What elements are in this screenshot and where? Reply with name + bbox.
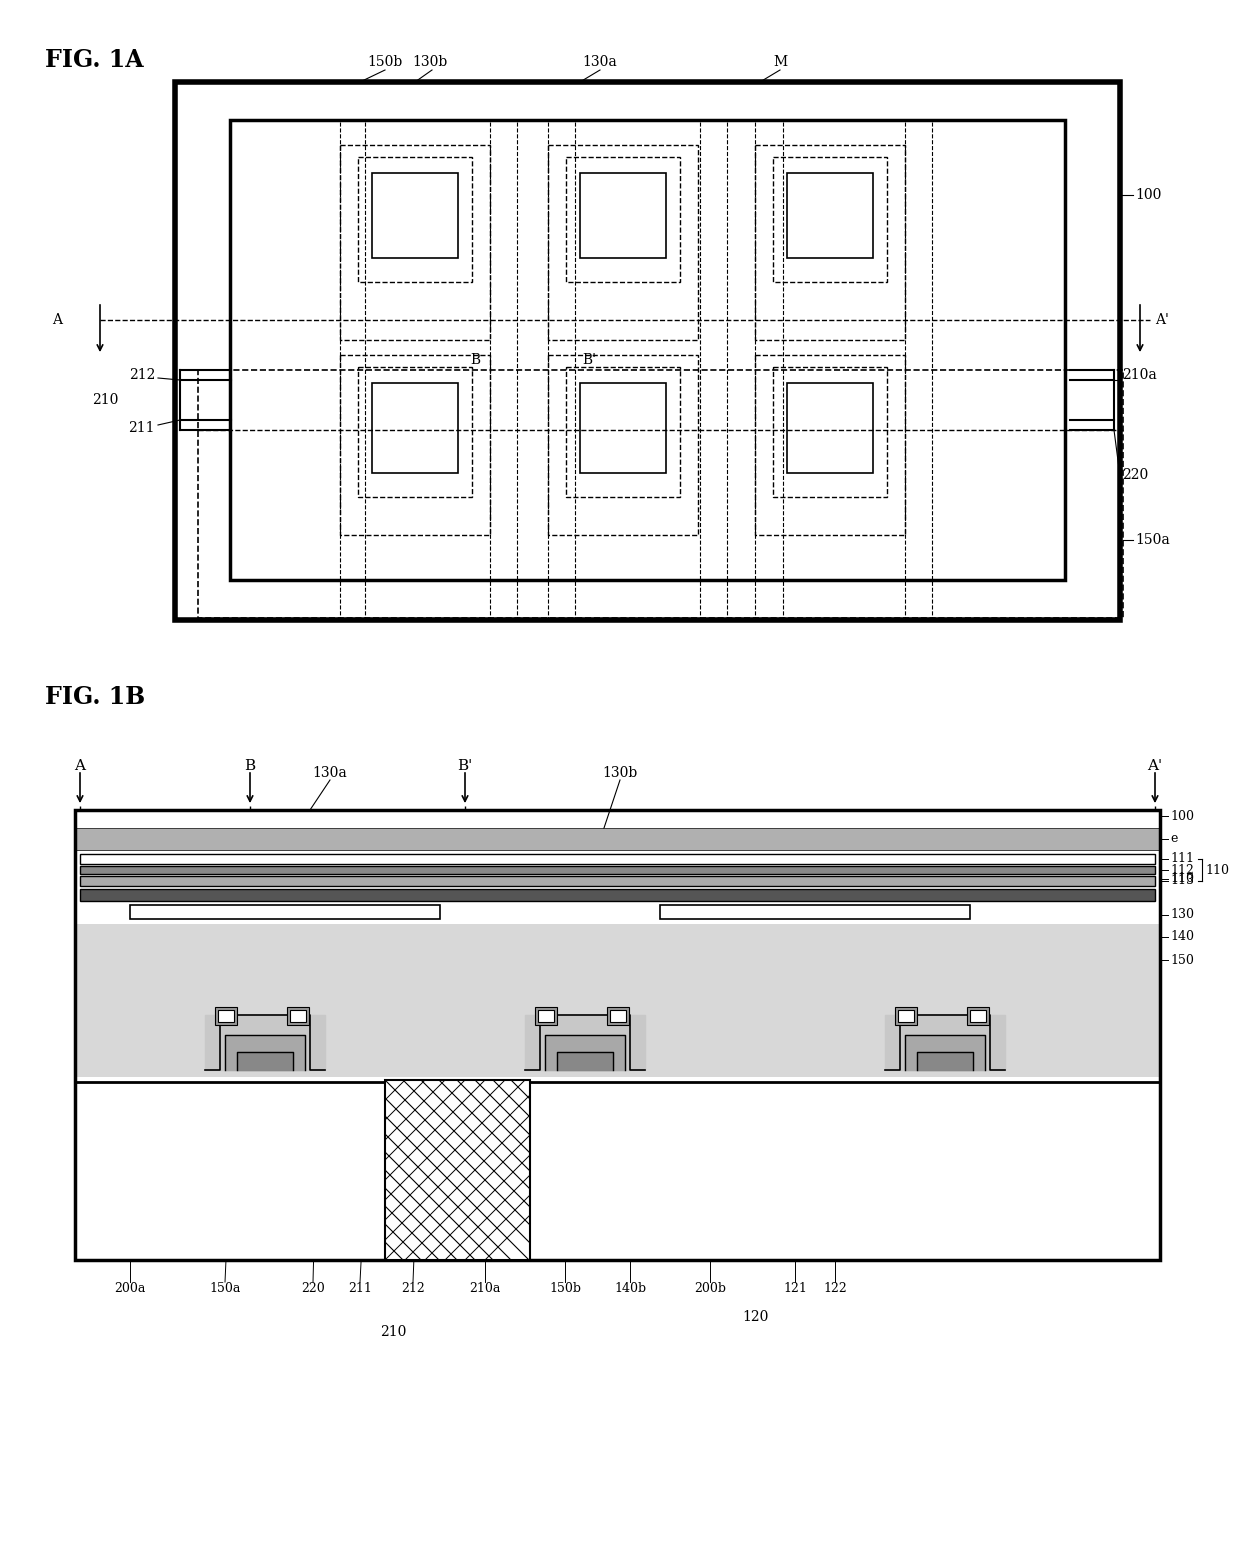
Text: B': B' (582, 354, 596, 367)
Text: 130b: 130b (413, 56, 448, 69)
Bar (773, 157, 887, 283)
Text: 210a: 210a (469, 1282, 501, 1295)
Text: 150b: 150b (549, 1282, 582, 1295)
Text: 113: 113 (1171, 874, 1194, 888)
Bar (610, 1010, 626, 1022)
Text: 210: 210 (379, 1325, 407, 1339)
Text: 110: 110 (1171, 872, 1194, 886)
Text: 220: 220 (301, 1282, 325, 1295)
Text: 130a: 130a (583, 56, 618, 69)
Bar (81, 1087, 305, 1255)
Bar (755, 145, 905, 340)
Text: 210: 210 (92, 394, 118, 408)
Bar (358, 367, 472, 497)
Text: 100: 100 (1171, 809, 1194, 823)
Text: A: A (52, 313, 62, 327)
Bar (358, 157, 472, 283)
Bar (548, 355, 698, 536)
Bar (898, 1010, 914, 1022)
Text: 140: 140 (1171, 931, 1194, 943)
Text: 121: 121 (784, 1282, 807, 1295)
Text: 150a: 150a (1135, 533, 1169, 547)
Bar (548, 145, 698, 340)
Text: 210a: 210a (1122, 367, 1157, 381)
Bar (565, 157, 680, 283)
Bar (755, 355, 905, 536)
Bar (340, 145, 490, 340)
Bar (74, 811, 1159, 1260)
Text: 150b: 150b (367, 56, 403, 69)
Bar (74, 828, 1159, 851)
Bar (286, 1007, 309, 1025)
Bar (218, 1010, 234, 1022)
Text: 211: 211 (348, 1282, 372, 1295)
Text: B': B' (458, 760, 472, 774)
Text: 200b: 200b (694, 1282, 725, 1295)
Bar (580, 383, 666, 472)
Bar (787, 383, 873, 472)
Bar (660, 905, 970, 919)
Text: 212: 212 (129, 367, 155, 381)
Bar (81, 866, 1154, 874)
Bar (384, 1079, 529, 1260)
Bar (290, 1010, 306, 1022)
Text: B: B (470, 354, 480, 367)
Bar (130, 905, 440, 919)
Bar (895, 1007, 918, 1025)
Bar (534, 1007, 557, 1025)
Text: 211: 211 (129, 422, 155, 435)
Bar (773, 367, 887, 497)
Bar (565, 367, 680, 497)
Text: 140b: 140b (614, 1282, 646, 1295)
Text: 130: 130 (1171, 908, 1194, 922)
Text: 130a: 130a (312, 766, 347, 780)
Text: 200a: 200a (114, 1282, 145, 1295)
Text: 150: 150 (1171, 954, 1194, 967)
Bar (608, 1007, 629, 1025)
Text: A': A' (1154, 313, 1169, 327)
Text: 100: 100 (1135, 188, 1162, 202)
Text: e: e (1171, 832, 1177, 846)
Text: B: B (244, 760, 255, 774)
Bar (580, 173, 666, 258)
Bar (198, 371, 1123, 618)
Bar (81, 875, 1154, 886)
Text: 122: 122 (823, 1282, 847, 1295)
Bar (538, 1010, 554, 1022)
Bar (787, 173, 873, 258)
Text: 111: 111 (1171, 852, 1194, 866)
Text: A: A (74, 760, 86, 774)
Bar (340, 355, 490, 536)
Bar (229, 120, 1065, 581)
Text: 130b: 130b (603, 766, 637, 780)
Text: 112: 112 (1171, 863, 1194, 877)
Text: 220: 220 (1122, 468, 1148, 482)
Text: FIG. 1A: FIG. 1A (45, 48, 144, 73)
Text: 120: 120 (742, 1309, 769, 1325)
Text: 110: 110 (1205, 863, 1229, 877)
Text: A': A' (1147, 760, 1163, 774)
Text: 212: 212 (401, 1282, 425, 1295)
Bar (175, 82, 1120, 621)
Bar (372, 383, 458, 472)
Bar (970, 1010, 986, 1022)
Bar (372, 173, 458, 258)
Bar (967, 1007, 990, 1025)
Text: 150a: 150a (210, 1282, 241, 1295)
Bar (74, 923, 1159, 1078)
Bar (215, 1007, 237, 1025)
Bar (81, 854, 1154, 865)
Text: FIG. 1B: FIG. 1B (45, 686, 145, 709)
Bar (81, 889, 1154, 902)
Bar (74, 1082, 1159, 1260)
Text: M: M (773, 56, 787, 69)
